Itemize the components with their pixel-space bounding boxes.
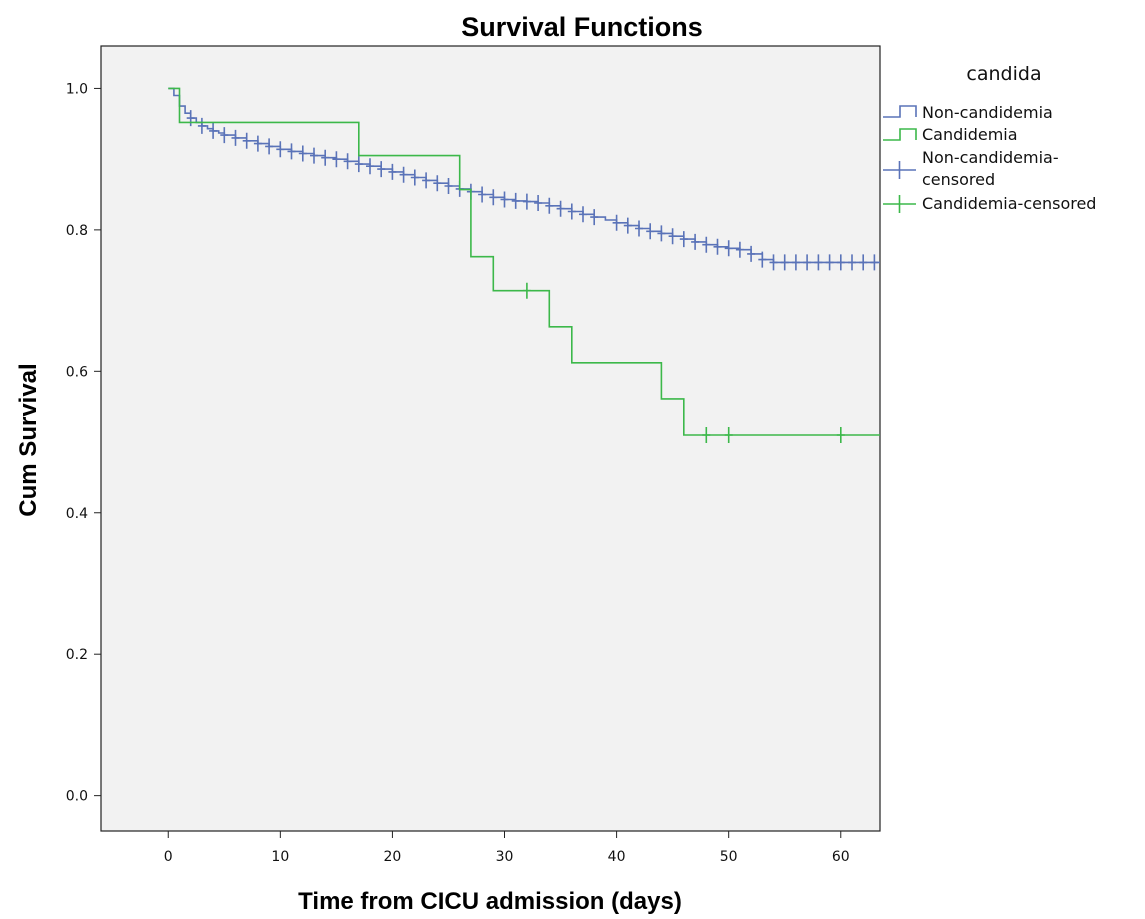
censor-mark-non-candidemia bbox=[321, 149, 330, 166]
censor-mark-non-candidemia bbox=[758, 251, 767, 268]
censor-mark-non-candidemia bbox=[859, 254, 868, 271]
censor-mark-non-candidemia bbox=[836, 254, 845, 271]
legend-swatch-candidemia-censored bbox=[883, 195, 916, 213]
x-axis: 0 10 20 30 40 50 60 bbox=[164, 831, 850, 865]
y-tick-label: 0.6 bbox=[66, 364, 88, 380]
chart-title: Survival Functions bbox=[461, 12, 703, 42]
x-axis-title: Time from CICU admission (days) bbox=[298, 888, 682, 915]
censor-mark-non-candidemia bbox=[511, 192, 520, 209]
x-tick-label: 20 bbox=[384, 849, 402, 865]
censor-mark-non-candidemia bbox=[298, 145, 307, 162]
censor-mark-candidemia bbox=[836, 427, 845, 443]
legend-label-non-candidemia-censored-cont: censored bbox=[922, 170, 995, 189]
censor-mark-non-candidemia bbox=[377, 161, 386, 178]
censor-mark-non-candidemia bbox=[399, 166, 408, 183]
censor-mark-non-candidemia bbox=[500, 191, 509, 208]
censor-mark-non-candidemia bbox=[848, 254, 856, 271]
censor-mark-non-candidemia bbox=[657, 225, 666, 242]
legend-swatch-non-candidemia bbox=[883, 105, 917, 118]
censor-mark-non-candidemia bbox=[287, 143, 296, 160]
legend-label-candidemia: Candidemia bbox=[922, 125, 1018, 144]
censor-mark-non-candidemia bbox=[197, 117, 206, 134]
x-tick-label: 50 bbox=[720, 849, 738, 865]
censor-mark-non-candidemia bbox=[253, 135, 262, 152]
censor-mark-non-candidemia bbox=[579, 206, 587, 223]
censor-mark-candidemia bbox=[522, 282, 531, 299]
censor-mark-non-candidemia bbox=[444, 178, 453, 194]
plot-area bbox=[100, 45, 881, 832]
censor-mark-non-candidemia bbox=[668, 228, 677, 245]
censor-mark-non-candidemia bbox=[534, 195, 543, 211]
censor-mark-non-candidemia bbox=[545, 197, 554, 214]
censor-mark-non-candidemia bbox=[769, 254, 778, 271]
censor-mark-non-candidemia bbox=[388, 163, 397, 180]
censor-mark-non-candidemia bbox=[724, 240, 733, 257]
y-tick-label: 0.0 bbox=[66, 789, 88, 805]
x-tick-label: 60 bbox=[832, 849, 850, 865]
censor-mark-non-candidemia bbox=[635, 220, 643, 237]
censor-mark-non-candidemia bbox=[354, 156, 363, 173]
censor-mark-non-candidemia bbox=[780, 254, 789, 271]
censor-mark-non-candidemia bbox=[590, 209, 599, 226]
censor-mark-non-candidemia bbox=[713, 238, 722, 255]
censor-mark-non-candidemia bbox=[231, 129, 240, 146]
censor-mark-non-candidemia bbox=[870, 254, 879, 271]
censor-mark-non-candidemia bbox=[265, 138, 274, 155]
censor-mark-non-candidemia bbox=[803, 254, 812, 271]
legend-swatch-candidemia bbox=[883, 128, 917, 141]
censor-mark-non-candidemia bbox=[702, 236, 711, 253]
censor-mark-non-candidemia bbox=[332, 151, 341, 168]
censor-mark-non-candidemia bbox=[747, 245, 756, 262]
y-tick-label: 0.4 bbox=[66, 506, 88, 522]
censor-mark-non-candidemia bbox=[735, 241, 744, 258]
x-tick-label: 10 bbox=[271, 849, 289, 865]
legend-swatch-non-candidemia-censored bbox=[883, 161, 916, 179]
y-axis: 0.0 0.2 0.4 0.6 0.8 1.0 bbox=[66, 81, 101, 805]
censor-mark-non-candidemia bbox=[422, 172, 431, 189]
censor-mark-non-candidemia bbox=[623, 217, 632, 234]
censor-mark-candidemia bbox=[702, 427, 711, 443]
censor-mark-non-candidemia bbox=[276, 141, 285, 158]
censor-mark-non-candidemia bbox=[825, 254, 834, 271]
legend-title: candida bbox=[966, 63, 1041, 85]
censor-mark-non-candidemia bbox=[814, 254, 823, 271]
x-tick-label: 0 bbox=[164, 849, 173, 865]
censor-mark-non-candidemia bbox=[646, 223, 655, 240]
censor-mark-non-candidemia bbox=[478, 186, 487, 203]
legend-label-non-candidemia-censored: Non-candidemia- bbox=[922, 148, 1059, 167]
legend-label-non-candidemia: Non-candidemia bbox=[922, 103, 1053, 122]
censor-mark-non-candidemia bbox=[556, 200, 565, 217]
censor-mark-non-candidemia bbox=[691, 233, 700, 250]
censor-mark-non-candidemia bbox=[489, 189, 498, 206]
legend-label-candidemia-censored: Candidemia-censored bbox=[922, 194, 1096, 213]
censor-mark-non-candidemia bbox=[522, 193, 531, 210]
censor-mark-non-candidemia bbox=[310, 147, 318, 164]
y-tick-label: 1.0 bbox=[66, 81, 88, 97]
series-line-candidemia bbox=[168, 87, 880, 436]
censor-mark-non-candidemia bbox=[791, 254, 800, 271]
censor-mark-non-candidemia bbox=[220, 127, 229, 144]
censor-mark-non-candidemia bbox=[186, 110, 195, 127]
x-tick-label: 30 bbox=[496, 849, 514, 865]
censor-mark-non-candidemia bbox=[433, 175, 442, 192]
censor-mark-non-candidemia bbox=[366, 158, 374, 175]
series-layer bbox=[168, 87, 880, 443]
legend: candida Non-candidemia Candidemia Non-ca… bbox=[883, 63, 1096, 213]
censor-mark-non-candidemia bbox=[612, 214, 621, 231]
censor-mark-non-candidemia bbox=[679, 231, 688, 248]
x-tick-label: 40 bbox=[608, 849, 626, 865]
y-tick-label: 0.8 bbox=[66, 223, 88, 239]
y-tick-label: 0.2 bbox=[66, 647, 88, 663]
censor-mark-non-candidemia bbox=[343, 153, 352, 170]
censor-mark-non-candidemia bbox=[410, 169, 419, 186]
censor-mark-non-candidemia bbox=[209, 122, 218, 139]
y-axis-title: Cum Survival bbox=[15, 363, 42, 516]
censor-mark-non-candidemia bbox=[242, 132, 251, 149]
censor-mark-candidemia bbox=[724, 427, 733, 443]
censor-mark-non-candidemia bbox=[567, 203, 576, 220]
